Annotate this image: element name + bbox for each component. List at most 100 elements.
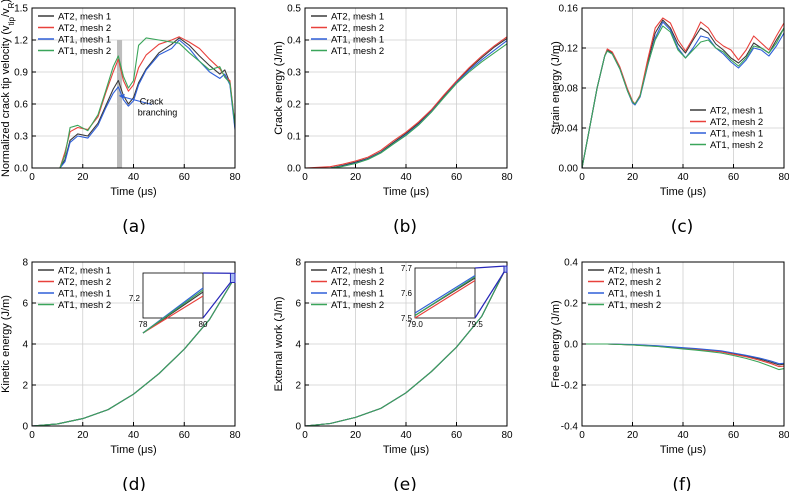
legend-label: AT1, mesh 2 xyxy=(608,300,661,311)
annotation-arrow-line xyxy=(121,96,152,106)
y-axis-label: Normalized crack tip velocity (vtip/vR) xyxy=(0,0,16,177)
inset-x-tick-label: 80 xyxy=(199,320,208,329)
x-tick-label: 80 xyxy=(778,430,789,441)
inset: 79.0 79.5 7.5 7.6 7.7 xyxy=(401,264,508,329)
chart-panel-a: 0 20 40 60 80 0.0 0.3 0.6 0.9 1.2 1.5 Time (μs) Norm… xyxy=(0,0,241,237)
x-tick-label: 40 xyxy=(128,172,140,183)
x-tick-label: 80 xyxy=(229,172,241,183)
series-line xyxy=(32,39,236,169)
legend-label: AT1, mesh 2 xyxy=(331,300,384,311)
annotation-arrow-head xyxy=(118,93,125,99)
y-tick-label: 8 xyxy=(295,258,301,269)
y-tick-label: 0.1 xyxy=(287,132,301,143)
y-axis-label: Strain energy (J/m) xyxy=(550,41,562,135)
x-tick-label: 40 xyxy=(677,430,689,441)
y-tick-label: 0.4 xyxy=(564,258,578,269)
y-tick-label: 0 xyxy=(295,422,301,433)
legend-label: AT2, mesh 2 xyxy=(331,23,384,34)
zoom-box xyxy=(503,265,508,273)
y-tick-label: 0.12 xyxy=(559,44,579,55)
zoom-connector xyxy=(474,271,505,319)
panel-label: (d) xyxy=(122,475,146,491)
y-axis-label-part: ) xyxy=(0,0,12,3)
series-line xyxy=(32,37,236,169)
legend-label: AT2, mesh 1 xyxy=(58,12,111,23)
x-tick-label: 80 xyxy=(778,172,789,183)
legend-label: AT2, mesh 1 xyxy=(331,266,384,277)
y-tick-label: 0 xyxy=(22,422,28,433)
y-tick-label: 4 xyxy=(295,340,301,351)
x-tick-label: 60 xyxy=(451,430,463,441)
y-tick-label: 6 xyxy=(22,299,28,310)
chart-panel-c: 0 20 40 60 80 0.00 0.04 0.08 0.12 0.16 Time (μs) St… xyxy=(550,4,789,238)
y-tick-label: 1.5 xyxy=(14,4,28,15)
zoom-box xyxy=(229,272,236,283)
x-tick-label: 60 xyxy=(728,172,740,183)
series-line xyxy=(305,43,508,169)
y-axis-label: Crack energy (J/m) xyxy=(273,41,285,135)
x-tick-label: 20 xyxy=(77,172,89,183)
y-tick-label: 2 xyxy=(295,381,301,392)
legend-label: AT1, mesh 2 xyxy=(58,300,111,311)
inset: 78 80 7.2 xyxy=(129,272,236,334)
y-tick-label: 0.0 xyxy=(287,164,301,175)
series-line xyxy=(32,36,236,169)
inset-y-tick-label: 7.2 xyxy=(129,294,141,303)
annotation-text: Crack xyxy=(140,97,164,107)
x-tick-label: 20 xyxy=(77,430,89,441)
series-line xyxy=(581,17,785,169)
legend-label: AT1, mesh 1 xyxy=(58,35,111,46)
inset-series-line xyxy=(142,295,204,334)
legend-label: AT2, mesh 1 xyxy=(608,266,661,277)
panel-label: (e) xyxy=(393,475,417,491)
y-tick-label: 6 xyxy=(295,299,301,310)
x-tick-label: 20 xyxy=(350,172,362,183)
x-tick-label: 40 xyxy=(400,172,412,183)
legend-label: AT1, mesh 2 xyxy=(710,140,763,151)
x-tick-label: 0 xyxy=(579,430,585,441)
x-tick-label: 0 xyxy=(579,172,585,183)
chart-panel-b: 0 20 40 60 80 0.0 0.1 0.2 0.3 0.4 0.5 Time (μs) Crac… xyxy=(273,4,513,238)
x-axis-label: Time (μs) xyxy=(110,186,156,198)
inset-x-tick-label: 79.5 xyxy=(467,320,483,329)
legend-label: AT2, mesh 2 xyxy=(58,277,111,288)
x-tick-label: 20 xyxy=(350,430,362,441)
chart-panel-f: 0 20 40 60 80 -0.4 -0.2 0.0 0.2 0.4 Time (μs) Free … xyxy=(550,258,789,491)
panel-label: (b) xyxy=(393,217,417,237)
zoom-connector xyxy=(202,282,231,319)
inset-y-tick-label: 7.5 xyxy=(401,314,413,323)
y-axis-label-part: Normalized crack tip velocity (v xyxy=(0,25,12,177)
series-line xyxy=(581,25,785,169)
legend-label: AT2, mesh 2 xyxy=(710,117,763,128)
legend-label: AT1, mesh 1 xyxy=(608,289,661,300)
inset-series-line xyxy=(414,280,476,319)
y-tick-label: 0.5 xyxy=(287,4,301,15)
legend-label: AT2, mesh 1 xyxy=(331,12,384,23)
inset-y-tick-label: 7.7 xyxy=(401,264,413,273)
legend-label: AT2, mesh 2 xyxy=(58,23,111,34)
x-tick-label: 40 xyxy=(677,172,689,183)
x-tick-label: 40 xyxy=(128,430,140,441)
inset-series-line xyxy=(414,276,476,316)
series-line xyxy=(582,343,785,371)
inset-x-tick-label: 78 xyxy=(139,320,148,329)
x-axis-label: Time (μs) xyxy=(383,186,429,198)
x-axis-label: Time (μs) xyxy=(383,444,429,456)
y-tick-label: 0.3 xyxy=(14,132,28,143)
x-tick-label: 0 xyxy=(29,430,35,441)
legend-label: AT1, mesh 1 xyxy=(331,289,384,300)
panel-label: (c) xyxy=(671,217,694,237)
y-axis-label-part: R xyxy=(7,2,16,8)
series-line xyxy=(581,19,785,169)
y-tick-label: 1.2 xyxy=(14,36,28,47)
x-axis-label: Time (μs) xyxy=(660,444,706,456)
y-tick-label: 0.00 xyxy=(559,164,579,175)
x-tick-label: 20 xyxy=(627,172,639,183)
legend-label: AT1, mesh 1 xyxy=(710,129,763,140)
